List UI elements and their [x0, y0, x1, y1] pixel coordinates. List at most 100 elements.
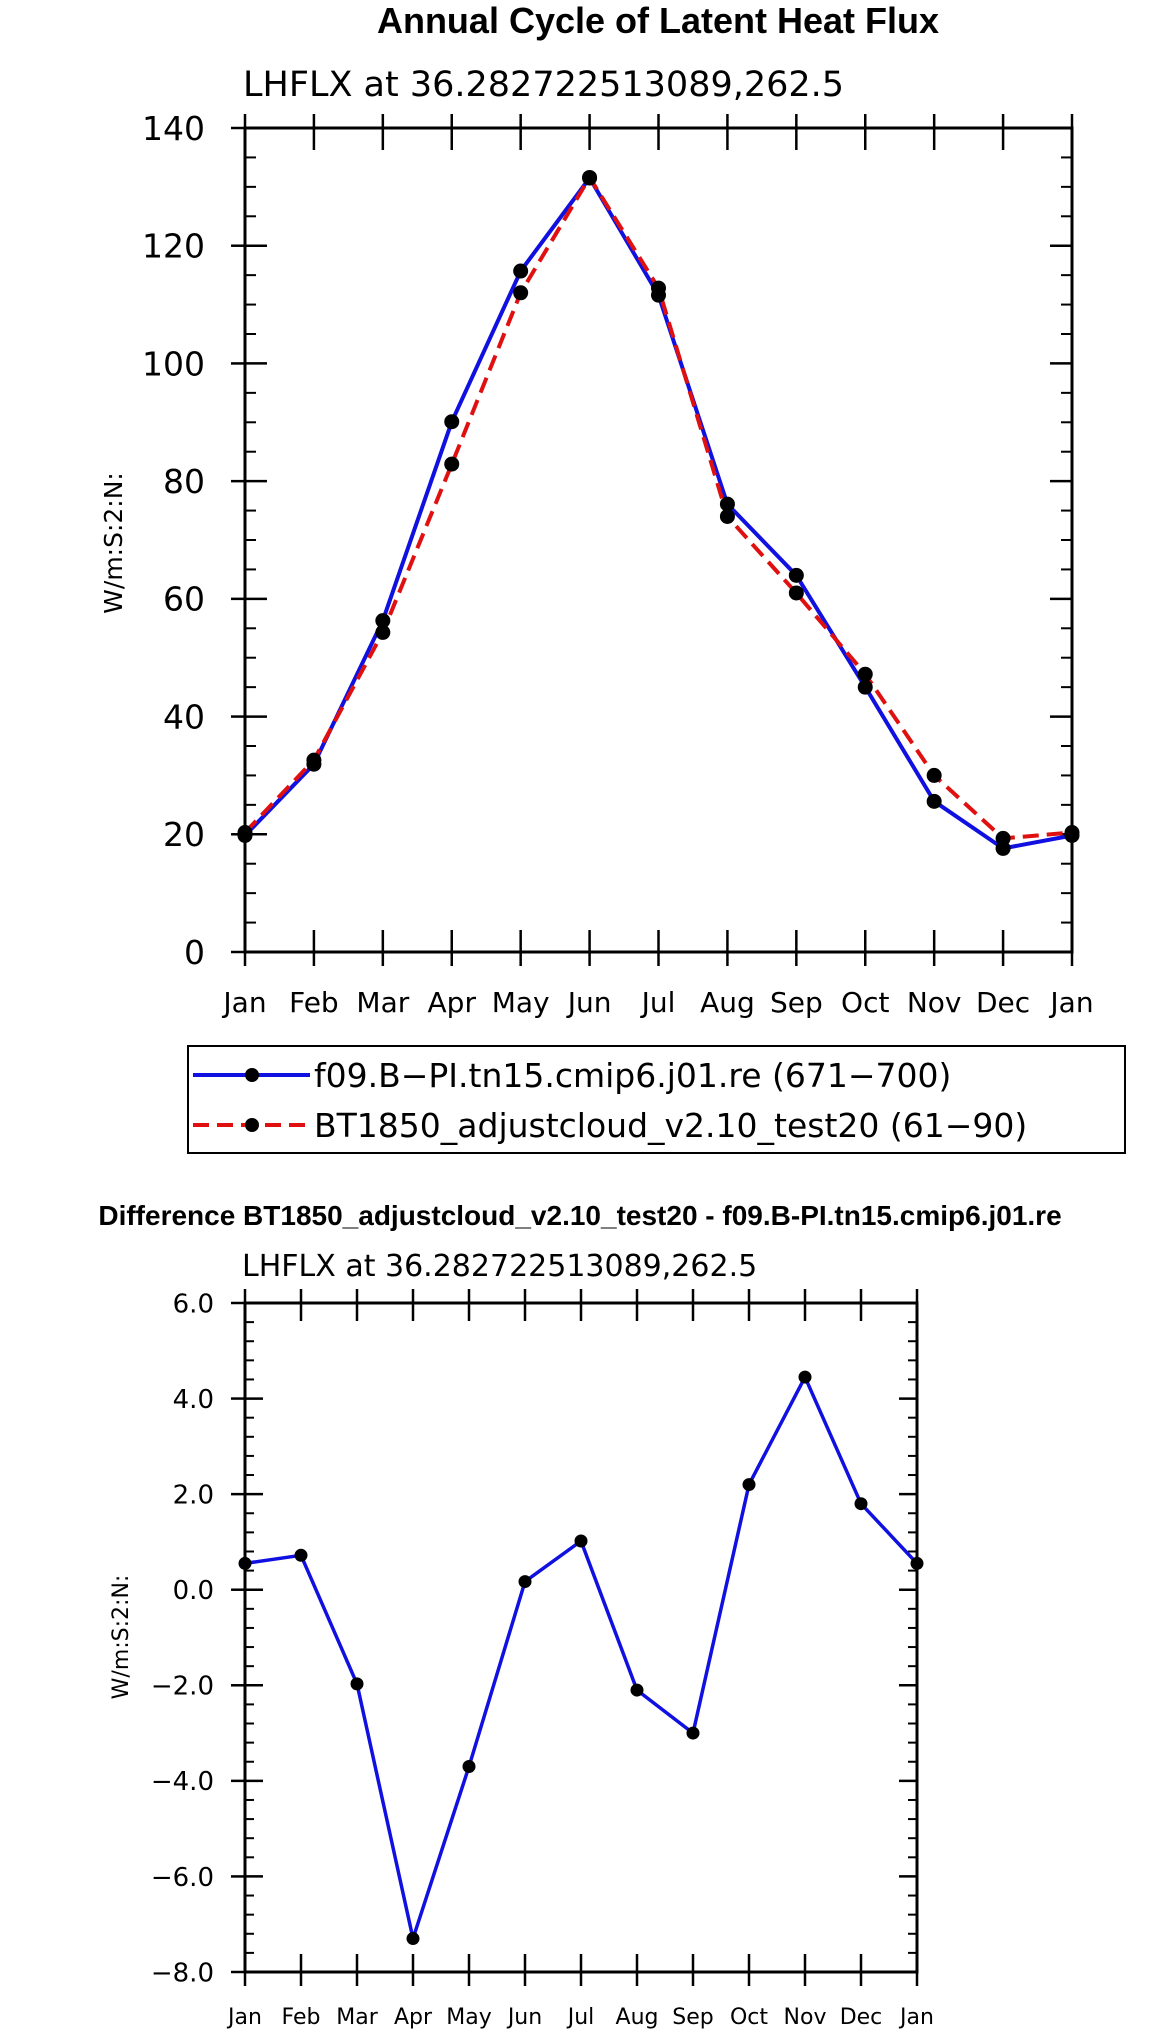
chart-2-ytick-label: 4.0	[173, 1385, 214, 1415]
chart-1-point-1	[306, 752, 322, 768]
chart-2-point-0	[350, 1677, 364, 1691]
chart-2-point-0	[854, 1497, 868, 1511]
chart-2-xtick-label: Oct	[730, 2005, 768, 2030]
legend-marker-1	[245, 1118, 259, 1132]
chart-1-ytick-label: 40	[163, 697, 205, 736]
chart-1-point-1	[1064, 825, 1080, 841]
chart-2-ylabel: W/m:S:2:N:	[109, 1575, 134, 1700]
chart-1-series	[237, 169, 1080, 856]
chart-2-point-0	[910, 1556, 924, 1570]
chart-1-xtick-label: Feb	[289, 986, 339, 1019]
chart-2-xtick-label: Apr	[394, 2005, 433, 2030]
chart-1-ytick-label: 140	[142, 109, 205, 148]
chart-2-plot-frame	[243, 1301, 919, 1974]
chart-1-ytick-label: 60	[163, 580, 205, 619]
chart-1-xtick-label: Jul	[640, 986, 676, 1019]
legend-marker-0	[245, 1068, 259, 1082]
chart-2-xtick-label: Nov	[784, 2005, 827, 2030]
chart-2-ytick-label: −8.0	[151, 1958, 214, 1988]
chart-1-series-line-1	[243, 175, 1073, 841]
chart-2-xtick-label: Feb	[282, 2005, 321, 2030]
chart-1-ytick-label: 0	[184, 933, 205, 972]
chart-1-point-1	[375, 624, 391, 640]
chart-1-point-1	[651, 280, 666, 296]
chart-1-ticks	[231, 114, 1074, 966]
chart-2-point-0	[406, 1932, 420, 1946]
chart-1-point-1	[995, 830, 1011, 846]
chart-1-ylabel: W/m:S:2:N:	[99, 472, 128, 614]
chart-1-point-1	[444, 456, 460, 472]
chart-1-xtick-label: Aug	[700, 986, 755, 1019]
chart-2-series	[238, 1370, 924, 1946]
chart-1-xtick-label: Nov	[907, 986, 962, 1019]
chart-1-point-0	[375, 613, 391, 629]
chart-2-subtitle: LHFLX at 36.282722513089,262.5	[242, 1249, 757, 1284]
chart-1-subtitle: LHFLX at 36.282722513089,262.5	[243, 65, 844, 105]
chart-1-xtick-label: Apr	[428, 986, 477, 1019]
chart-2-point-0	[518, 1575, 532, 1589]
chart-1-plot-frame	[243, 126, 1074, 954]
chart-2-title: Difference BT1850_adjustcloud_v2.10_test…	[98, 1200, 1061, 1231]
chart-2-xtick-label: Jan	[226, 2005, 262, 2030]
chart-2-ytick-label: 0.0	[173, 1576, 214, 1606]
chart-1-point-0	[926, 793, 942, 809]
chart-1-point-1	[857, 666, 873, 682]
chart-1-xtick-label: Sep	[770, 986, 823, 1019]
chart-1-ytick-label: 100	[142, 344, 205, 383]
legend-label-0: f09.B−PI.tn15.cmip6.j01.re (671−700)	[314, 1056, 951, 1095]
chart-1-legend: f09.B−PI.tn15.cmip6.j01.re (671−700) BT1…	[187, 1045, 1126, 1154]
chart-2: Difference BT1850_adjustcloud_v2.10_test…	[98, 1200, 1061, 2030]
chart-2-xtick-label: Jun	[506, 2005, 542, 2030]
chart-1-point-0	[719, 496, 735, 512]
chart-1-point-1	[513, 285, 529, 301]
chart-2-ytick-label: −4.0	[151, 1767, 214, 1797]
chart-2-point-0	[742, 1478, 756, 1492]
chart-2-ytick-label: −2.0	[151, 1672, 214, 1702]
chart-2-x-tick-labels: Jan Feb Mar Apr May Jun Jul Aug Sep Oct Nov Dec Jan	[226, 2005, 934, 2030]
chart-1-ytick-label: 20	[163, 815, 205, 854]
chart-2-point-0	[630, 1683, 644, 1697]
chart-2-y-tick-labels: −8.0 −6.0 −4.0 −2.0 0.0 2.0 4.0 6.0	[151, 1289, 214, 1988]
chart-1-xtick-label: Dec	[976, 986, 1030, 1019]
chart-1-point-0	[788, 567, 804, 583]
chart-2-xtick-label: May	[446, 2005, 491, 2030]
chart-1-point-0	[513, 263, 529, 279]
chart-1-xtick-label: May	[492, 986, 550, 1019]
chart-1-xtick-label: Jun	[566, 986, 612, 1019]
chart-1-x-tick-labels: Jan Feb Mar Apr May Jun Jul Aug Sep Oct Nov Dec Jan	[221, 986, 1093, 1019]
chart-1-point-1	[719, 508, 735, 524]
chart-1-point-1	[237, 825, 253, 841]
chart-1-series-line-0	[243, 176, 1073, 851]
chart-1-point-1	[582, 169, 598, 185]
chart-2-ytick-label: 2.0	[173, 1481, 214, 1511]
chart-2-point-0	[798, 1370, 812, 1384]
chart-2-xtick-label: Sep	[672, 2005, 713, 2030]
chart-1-xtick-label: Jan	[221, 986, 266, 1019]
chart-1-ytick-label: 120	[142, 227, 205, 266]
legend-frame	[187, 1045, 1126, 1154]
chart-2-point-0	[238, 1556, 252, 1570]
chart-2-xtick-label: Aug	[616, 2005, 659, 2030]
chart-2-xtick-label: Dec	[840, 2005, 883, 2030]
chart-1-y-tick-labels: 0 20 40 60 80 100 120 140	[142, 109, 205, 972]
chart-2-xtick-label: Jul	[566, 2005, 595, 2030]
chart-2-point-0	[294, 1548, 308, 1562]
chart-2-ytick-label: −6.0	[151, 1863, 214, 1893]
chart-1-title: Annual Cycle of Latent Heat Flux	[377, 0, 939, 41]
legend-label-1: BT1850_adjustcloud_v2.10_test20 (61−90)	[314, 1106, 1027, 1145]
chart-1-point-0	[444, 414, 460, 430]
chart-1-xtick-label: Jan	[1048, 986, 1093, 1019]
chart-1-ytick-label: 80	[163, 462, 205, 501]
chart-1-point-1	[788, 585, 804, 601]
chart-2-ytick-label: 6.0	[173, 1289, 214, 1319]
chart-1: Annual Cycle of Latent Heat Flux LHFLX a…	[99, 0, 1126, 1154]
chart-1-xtick-label: Mar	[356, 986, 409, 1019]
chart-2-point-0	[462, 1760, 476, 1774]
chart-2-point-0	[686, 1726, 700, 1740]
chart-2-point-0	[574, 1534, 588, 1548]
chart-1-point-0	[857, 679, 873, 695]
chart-2-xtick-label: Mar	[336, 2005, 378, 2030]
chart-1-point-1	[926, 767, 942, 783]
